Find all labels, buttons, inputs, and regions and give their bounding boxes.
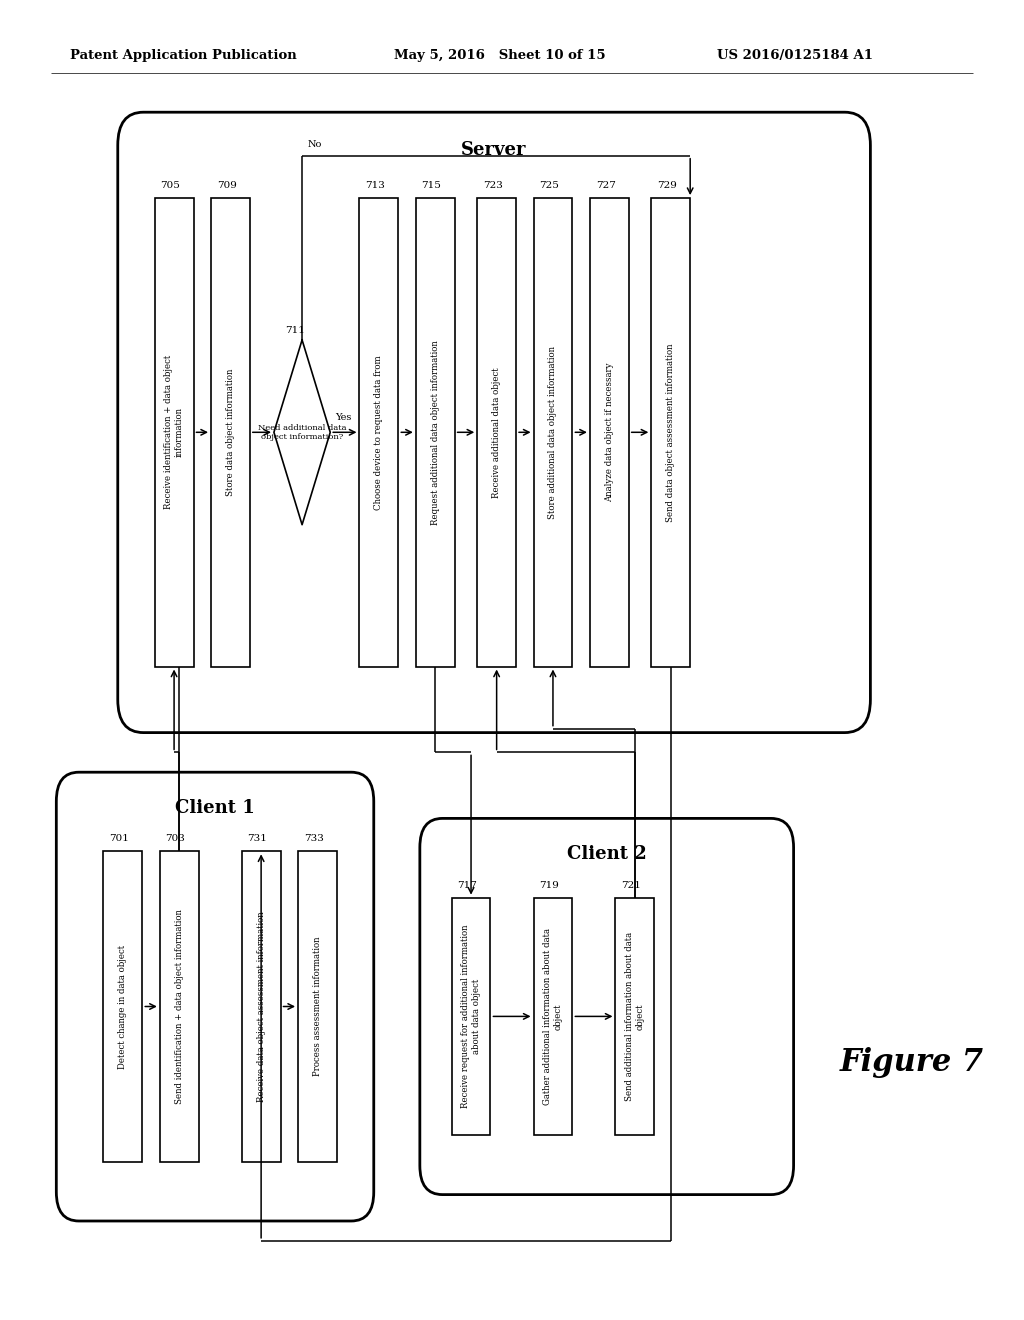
Bar xyxy=(211,198,250,667)
Text: Send additional information about data
object: Send additional information about data o… xyxy=(626,932,644,1101)
Text: 701: 701 xyxy=(110,834,129,843)
Text: Figure 7: Figure 7 xyxy=(840,1047,984,1078)
Text: Analyze data object if necessary: Analyze data object if necessary xyxy=(605,363,613,502)
Text: No: No xyxy=(307,140,322,149)
Text: Choose device to request data from: Choose device to request data from xyxy=(375,355,383,510)
Text: Store additional data object information: Store additional data object information xyxy=(549,346,557,519)
Text: 705: 705 xyxy=(161,181,180,190)
Text: 703: 703 xyxy=(166,834,185,843)
Text: 709: 709 xyxy=(217,181,237,190)
Text: US 2016/0125184 A1: US 2016/0125184 A1 xyxy=(717,49,872,62)
Bar xyxy=(155,198,194,667)
Text: 725: 725 xyxy=(540,181,559,190)
Text: 715: 715 xyxy=(422,181,441,190)
Bar xyxy=(534,198,572,667)
FancyBboxPatch shape xyxy=(56,772,374,1221)
Text: Send identification + data object information: Send identification + data object inform… xyxy=(175,909,183,1104)
Text: Receive data object assessment information: Receive data object assessment informati… xyxy=(257,911,265,1102)
Polygon shape xyxy=(273,339,330,524)
Text: 719: 719 xyxy=(540,880,559,890)
Text: Server: Server xyxy=(462,141,526,160)
FancyBboxPatch shape xyxy=(118,112,870,733)
Bar xyxy=(160,851,199,1162)
Text: 733: 733 xyxy=(304,834,324,843)
Text: Patent Application Publication: Patent Application Publication xyxy=(70,49,296,62)
Text: Yes: Yes xyxy=(336,413,351,421)
Text: Send data object assessment information: Send data object assessment information xyxy=(667,343,675,521)
Bar xyxy=(651,198,690,667)
Text: May 5, 2016   Sheet 10 of 15: May 5, 2016 Sheet 10 of 15 xyxy=(394,49,606,62)
Text: 721: 721 xyxy=(622,880,641,890)
Bar xyxy=(359,198,398,667)
Text: 723: 723 xyxy=(483,181,503,190)
Text: Receive identification + data object
information: Receive identification + data object inf… xyxy=(165,355,183,510)
Text: 727: 727 xyxy=(596,181,615,190)
Text: 713: 713 xyxy=(366,181,385,190)
Text: Detect change in data object: Detect change in data object xyxy=(119,944,127,1069)
FancyBboxPatch shape xyxy=(420,818,794,1195)
Bar xyxy=(477,198,516,667)
Text: Client 2: Client 2 xyxy=(567,845,646,863)
Bar xyxy=(103,851,142,1162)
Text: Receive additional data object: Receive additional data object xyxy=(493,367,501,498)
Text: 711: 711 xyxy=(286,326,305,334)
Text: Gather additional information about data
object: Gather additional information about data… xyxy=(544,928,562,1105)
Text: Store data object information: Store data object information xyxy=(226,368,234,496)
Text: 729: 729 xyxy=(657,181,677,190)
Text: Need additional data
object information?: Need additional data object information? xyxy=(258,424,346,441)
Bar xyxy=(242,851,281,1162)
Text: 717: 717 xyxy=(458,880,477,890)
Bar xyxy=(534,898,572,1135)
Bar xyxy=(615,898,654,1135)
Bar xyxy=(590,198,629,667)
Bar xyxy=(452,898,490,1135)
Text: Receive request for additional information
about data object: Receive request for additional informati… xyxy=(462,924,480,1109)
Text: Request additional data object information: Request additional data object informati… xyxy=(431,341,439,524)
Bar xyxy=(298,851,337,1162)
Text: Process assessment information: Process assessment information xyxy=(313,937,322,1076)
Bar xyxy=(416,198,455,667)
Text: 731: 731 xyxy=(248,834,267,843)
Text: Client 1: Client 1 xyxy=(175,799,255,817)
